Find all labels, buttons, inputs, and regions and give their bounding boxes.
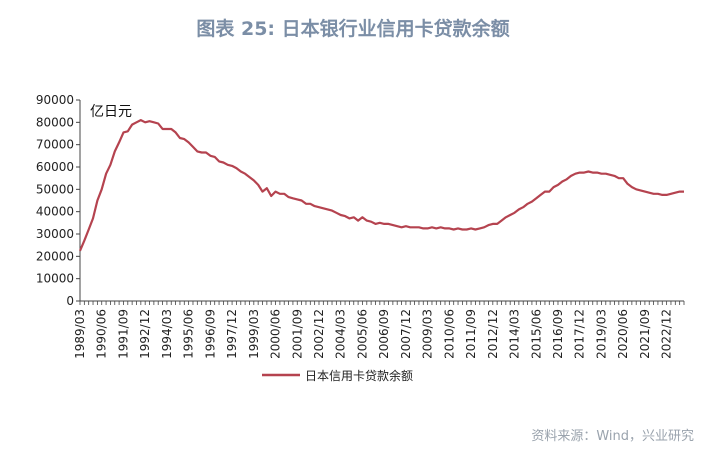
x-tick-label: 2007/12 (399, 309, 413, 359)
x-tick-label: 2002/12 (312, 309, 326, 359)
y-tick-label: 80000 (36, 115, 74, 129)
x-tick-label: 2001/09 (290, 309, 304, 359)
x-tick-label: 2016/09 (551, 309, 565, 359)
legend-label: 日本信用卡贷款余额 (305, 368, 413, 383)
x-tick-label: 1990/06 (95, 309, 109, 359)
y-tick-label: 0 (66, 294, 74, 308)
x-tick-label: 1989/03 (73, 309, 87, 359)
x-tick-label: 2017/12 (573, 309, 587, 359)
legend: 日本信用卡贷款余额 (262, 368, 413, 383)
x-tick-label: 2010/06 (442, 309, 456, 359)
x-tick-label: 1994/03 (160, 309, 174, 359)
x-tick-label: 1995/06 (182, 309, 196, 359)
x-tick-label: 1992/12 (138, 309, 152, 359)
y-tick-label: 40000 (36, 205, 74, 219)
x-tick-label: 1999/03 (247, 309, 261, 359)
x-tick-label: 2019/03 (594, 309, 608, 359)
x-tick-label: 2020/06 (616, 309, 630, 359)
y-unit-label: 亿日元 (90, 104, 132, 120)
x-tick-label: 2011/09 (464, 309, 478, 359)
x-tick-label: 2006/09 (377, 309, 391, 359)
y-axis: 0 10000 20000 30000 40000 50000 60000 70000 8000… (36, 93, 81, 308)
x-tick-label: 2012/12 (486, 309, 500, 359)
x-tick-label: 1991/09 (116, 309, 130, 359)
x-tick-label: 1997/12 (225, 309, 239, 359)
x-tick-label: 2000/06 (269, 309, 283, 359)
y-tick-label: 10000 (36, 272, 74, 286)
series-layer (78, 119, 684, 252)
y-tick-label: 20000 (36, 249, 74, 263)
x-tick-label: 2014/03 (508, 309, 522, 359)
y-tick-label: 70000 (36, 138, 74, 152)
x-tick-label: 1996/09 (203, 309, 217, 359)
page-title: 图表 25: 日本银行业信用卡贷款余额 (196, 18, 510, 40)
x-tick-label: 2022/12 (660, 309, 674, 359)
x-tick-label: 2005/06 (355, 309, 369, 359)
y-tick-label: 90000 (36, 93, 74, 107)
y-tick-label: 60000 (36, 160, 74, 174)
y-tick-label: 30000 (36, 227, 74, 241)
x-tick-label: 2021/09 (638, 309, 652, 359)
x-tick-label: 2009/03 (421, 309, 435, 359)
series-line (78, 119, 684, 252)
y-tick-label: 50000 (36, 182, 74, 196)
x-axis: 1989/03 1990/06 1991/09 1992/12 1994/03 1995/… (73, 300, 685, 359)
x-tick-label: 2004/03 (334, 309, 348, 359)
source-note: 资料来源：Wind，兴业研究 (531, 429, 694, 444)
x-tick-label: 2015/06 (529, 309, 543, 359)
